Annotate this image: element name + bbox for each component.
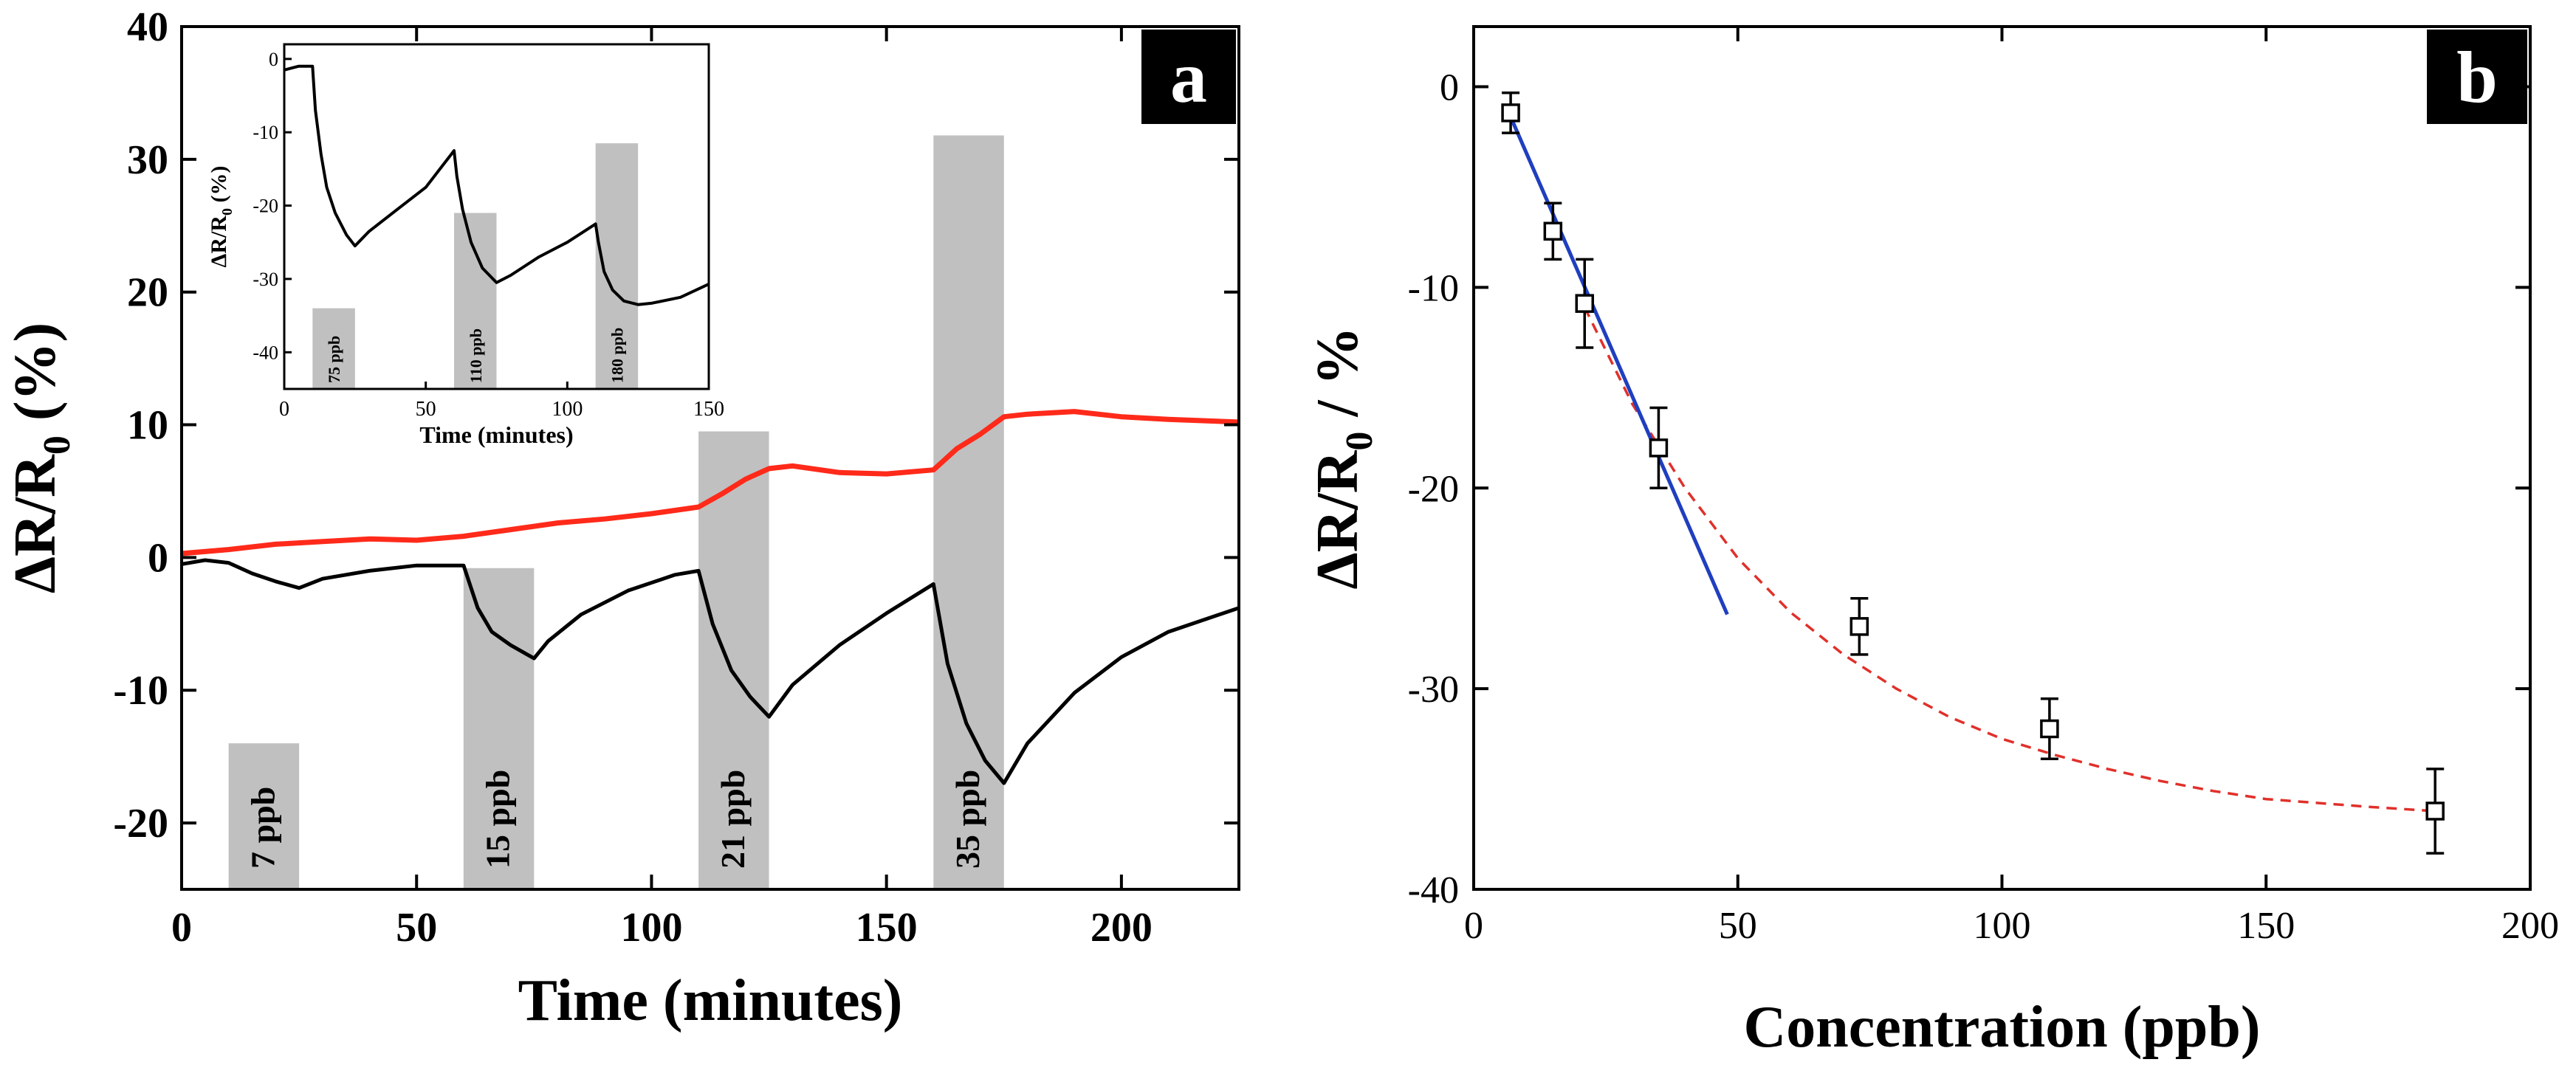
exposure-label: 35 ppb xyxy=(949,770,986,869)
curve-fit-line xyxy=(1583,306,2436,813)
series-line xyxy=(181,409,1240,556)
inset-exposure-label: 180 ppb xyxy=(608,328,626,383)
panel-label-box xyxy=(1141,30,1236,124)
inset-y-tick-label: -20 xyxy=(253,196,278,217)
y-tick-label: -10 xyxy=(1408,267,1459,309)
data-point xyxy=(1501,103,1520,123)
y-tick-label: 30 xyxy=(127,137,168,183)
exposure-bar xyxy=(933,135,1004,889)
x-tick-label: 150 xyxy=(856,905,918,951)
y-tick-label: 0 xyxy=(148,535,168,581)
x-tick-label: 0 xyxy=(1464,905,1483,947)
panel-label: a xyxy=(1170,36,1207,118)
exposure-bar xyxy=(698,431,769,889)
plot-frame xyxy=(1472,25,2532,891)
panel-b-chart: 0 50 100 150 200 0 -10 -20 -30 -40 Concentration (… xyxy=(1305,25,2559,1060)
x-tick-label: 100 xyxy=(1974,905,2031,947)
exposure-bar xyxy=(228,743,300,889)
exposure-bar xyxy=(463,568,535,889)
data-point xyxy=(1849,617,1869,636)
y-tick-label: -30 xyxy=(1408,669,1459,711)
inset-x-axis-label: Time (minutes) xyxy=(419,421,573,448)
y-axis-label-sub: 0 xyxy=(36,435,78,455)
y-tick-label: 40 xyxy=(127,4,168,50)
y-tick-label: 20 xyxy=(127,270,168,316)
y-tick-label: -20 xyxy=(1408,468,1459,510)
y-axis-label-main: ΔR/R xyxy=(1305,449,1370,589)
inset-series-line xyxy=(284,64,710,306)
linear-fit-line xyxy=(1508,116,1729,616)
x-tick-label: 200 xyxy=(1090,905,1153,951)
inset-exposure-label: 75 ppb xyxy=(325,336,343,383)
exposure-label: 7 ppb xyxy=(244,787,281,869)
inset-y-axis-label-main: ΔR/R xyxy=(207,216,231,268)
inset-frame xyxy=(283,43,710,390)
inset-x-tick-label: 100 xyxy=(552,398,583,421)
y-tick-label: -20 xyxy=(113,801,168,847)
x-tick-label: 200 xyxy=(2501,905,2559,947)
inset-exposure-bar xyxy=(312,308,355,389)
x-tick-label: 50 xyxy=(1719,905,1757,947)
data-point xyxy=(2425,802,2445,821)
plot-frame xyxy=(180,25,1240,891)
inset-y-axis-label-sub: 0 xyxy=(219,208,236,216)
inset-y-axis-label-tail: (%) xyxy=(207,166,231,208)
y-axis-label: ΔR/R0 / % xyxy=(1305,326,1381,589)
x-tick-label: 50 xyxy=(396,905,437,951)
y-tick-label: -40 xyxy=(1408,869,1459,911)
inset-exposure-label: 110 ppb xyxy=(467,328,485,383)
x-axis-label: Time (minutes) xyxy=(518,968,903,1033)
y-axis-label-main: ΔR/R xyxy=(3,454,68,593)
y-axis-label-tail: / % xyxy=(1305,326,1370,431)
y-tick-label: -10 xyxy=(113,668,168,714)
inset-chart: 75 ppb 110 ppb 180 ppb 0 50 100 150 0 -10 -20 -30 -… xyxy=(207,43,724,448)
series-line xyxy=(181,558,1240,785)
inset-y-tick-label: 0 xyxy=(269,49,278,70)
data-point xyxy=(2040,719,2059,739)
panel-label-box xyxy=(2427,30,2527,124)
x-tick-label: 150 xyxy=(2237,905,2295,947)
exposure-label: 21 ppb xyxy=(714,770,752,869)
exposure-label: 15 ppb xyxy=(479,770,517,869)
inset-x-tick-label: 50 xyxy=(416,398,436,421)
data-point xyxy=(1649,438,1669,458)
y-axis-label-tail: (%) xyxy=(3,323,68,435)
x-tick-label: 100 xyxy=(620,905,682,951)
y-axis-label: ΔR/R0 (%) xyxy=(3,323,78,593)
x-tick-label: 0 xyxy=(171,905,192,951)
inset-x-tick-label: 150 xyxy=(693,398,724,421)
y-axis-label-sub: 0 xyxy=(1339,432,1381,451)
inset-y-tick-label: -10 xyxy=(253,122,278,143)
inset-y-axis-label: ΔR/R0 (%) xyxy=(207,166,236,268)
data-point xyxy=(1543,221,1563,241)
x-axis-label: Concentration (ppb) xyxy=(1743,995,2260,1060)
data-point xyxy=(1575,294,1595,313)
panel-label: b xyxy=(2456,36,2498,118)
y-tick-label: 10 xyxy=(127,403,168,449)
inset-x-tick-label: 0 xyxy=(279,398,289,421)
inset-exposure-bar xyxy=(454,213,497,389)
inset-y-tick-label: -30 xyxy=(253,269,278,290)
inset-y-tick-label: -40 xyxy=(253,342,278,363)
y-tick-label: 0 xyxy=(1440,67,1459,109)
